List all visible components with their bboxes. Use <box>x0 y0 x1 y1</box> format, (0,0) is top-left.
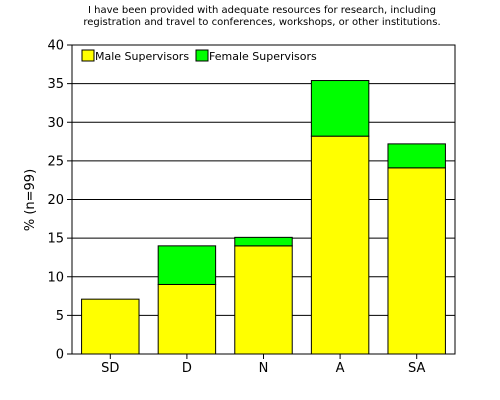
y-tick-label: 0 <box>56 348 64 363</box>
x-tick-label: D <box>182 361 192 376</box>
y-tick-label: 30 <box>47 116 64 131</box>
bar-male-n <box>234 245 293 355</box>
y-tick-label: 25 <box>47 154 64 169</box>
y-tick-label: 35 <box>47 77 64 92</box>
bar-male-sd <box>81 298 140 355</box>
x-tick-label: N <box>259 361 269 376</box>
bar-female-a <box>310 80 370 137</box>
bar-female-n <box>234 236 293 247</box>
bar-male-a <box>310 135 370 355</box>
bar-female-d <box>157 245 217 285</box>
y-tick-label: 40 <box>47 39 64 54</box>
legend-label-female: Female Supervisors <box>209 50 317 63</box>
bar-male-sa <box>387 167 446 355</box>
x-tick-label: SD <box>101 361 119 376</box>
x-tick-label: SA <box>408 361 425 376</box>
y-tick-label: 10 <box>47 270 64 285</box>
legend-swatch-male <box>81 49 95 62</box>
y-tick-label: 20 <box>47 193 64 208</box>
x-axis: SD D N A SA <box>101 354 425 376</box>
bar-female-sa <box>387 143 446 169</box>
y-axis-label: % (n=99) <box>23 169 38 231</box>
x-tick-label: A <box>336 361 345 376</box>
y-tick-label: 5 <box>56 309 64 324</box>
bars <box>81 80 446 355</box>
legend-swatch-female <box>195 49 209 62</box>
y-tick-label: 15 <box>47 232 64 247</box>
legend-label-male: Male Supervisors <box>95 50 189 63</box>
bar-male-d <box>157 283 217 355</box>
chart-title-line-1: I have been provided with adequate resou… <box>88 5 436 16</box>
legend: Male Supervisors Female Supervisors <box>81 49 317 63</box>
y-axis: 0 5 10 15 20 25 30 35 40 <box>47 39 72 363</box>
chart-title-line-2: registration and travel to conferences, … <box>83 17 440 28</box>
